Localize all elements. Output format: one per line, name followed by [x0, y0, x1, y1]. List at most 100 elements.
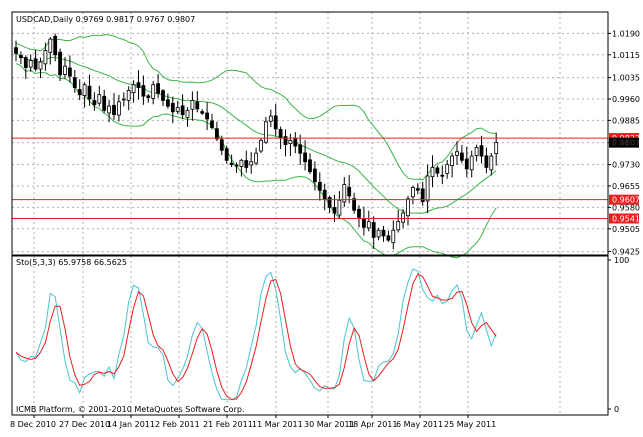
- candle: [268, 109, 273, 127]
- candle-body: [58, 51, 62, 76]
- stochastic-main-line: [15, 268, 497, 401]
- candle-body: [445, 164, 450, 174]
- candle-body: [391, 229, 396, 244]
- candle: [72, 70, 77, 93]
- candle-body: [406, 198, 410, 217]
- candle-body: [244, 160, 249, 168]
- candle: [117, 94, 121, 122]
- y-tick-label: 0.9425: [612, 248, 640, 257]
- candle: [136, 70, 141, 100]
- candle-body: [440, 174, 445, 177]
- candle-body: [195, 101, 200, 110]
- x-tick-label: 30 Mar 2011: [304, 420, 355, 429]
- candle-body: [87, 85, 92, 100]
- candle: [131, 80, 136, 103]
- candle-body: [239, 159, 244, 167]
- candle-body: [219, 139, 224, 151]
- candle-body: [347, 186, 352, 197]
- candle: [381, 225, 386, 242]
- candle: [195, 91, 200, 113]
- stochastic-signal-line: [15, 273, 497, 401]
- candle: [455, 141, 459, 165]
- candle-body: [117, 101, 121, 116]
- main-y-axis: 1.0190 1.0115 1.0035 0.9960 0.9885 0.9807 0.97…: [608, 29, 640, 257]
- candle-body: [464, 158, 469, 170]
- candle-body: [371, 222, 376, 238]
- candle-body: [165, 99, 170, 107]
- candle: [68, 55, 72, 83]
- candle-body: [259, 139, 263, 152]
- candle-body: [121, 98, 126, 101]
- candle-body: [126, 90, 131, 101]
- stochastic-panel-frame: [11, 255, 609, 416]
- candle: [440, 165, 445, 185]
- candle-body: [332, 207, 337, 214]
- candle-body: [170, 102, 175, 113]
- candle-body: [68, 67, 72, 77]
- candle: [97, 85, 102, 107]
- candle-body: [298, 144, 303, 154]
- candle: [200, 109, 205, 115]
- candle: [283, 129, 288, 157]
- price-line-label-bg: [609, 194, 639, 205]
- x-tick-label: 11 Mar 2011: [252, 420, 303, 429]
- candle-body: [293, 137, 298, 147]
- candle: [180, 94, 185, 120]
- candle-body: [112, 104, 116, 116]
- candle-body: [386, 235, 391, 241]
- candle: [58, 48, 62, 81]
- candle: [303, 140, 308, 171]
- candle: [185, 107, 190, 127]
- candle-body: [455, 151, 459, 156]
- current-price-bg: [609, 137, 639, 148]
- x-tick-label: 18 Apr 2011: [348, 420, 397, 429]
- x-tick-label: 8 Dec 2010: [10, 420, 56, 429]
- candle-body: [254, 152, 259, 164]
- candle: [229, 154, 234, 167]
- candle: [23, 55, 28, 80]
- candle-body: [224, 148, 229, 161]
- x-tick-label: 14 Jan 2011: [107, 420, 155, 429]
- candle-body: [214, 128, 219, 140]
- stochastic-lines: [15, 268, 497, 401]
- candle-body: [396, 221, 401, 231]
- candle: [33, 49, 38, 72]
- y-tick-label: 0.9807: [612, 139, 640, 148]
- candle-body: [361, 218, 366, 228]
- y-tick-label: 1.0035: [612, 74, 640, 83]
- candle-body: [450, 155, 455, 167]
- candle-body: [415, 188, 420, 191]
- candle: [14, 40, 18, 62]
- candle: [357, 205, 361, 228]
- candle-body: [430, 167, 435, 178]
- candle: [161, 89, 165, 106]
- candle-body: [410, 187, 415, 198]
- candle-body: [14, 47, 18, 54]
- candle-body: [43, 50, 48, 65]
- x-tick-label: 27 Dec 2010: [59, 420, 110, 429]
- candle: [298, 134, 303, 166]
- copyright-text: ICMB Platform, © 2001-2010 MetaQuotes So…: [16, 405, 245, 414]
- candle: [322, 183, 327, 211]
- candle: [484, 147, 489, 174]
- candle: [312, 161, 317, 191]
- candle: [254, 147, 259, 166]
- main-chart-title: USDCAD,Daily 0.9769 0.9817 0.9767 0.9807: [16, 15, 195, 24]
- bollinger-upper: [15, 34, 497, 181]
- candle-body: [494, 142, 499, 155]
- candlesticks: [14, 33, 499, 250]
- candle-body: [38, 61, 43, 70]
- candle: [82, 82, 87, 108]
- candle: [43, 42, 48, 71]
- candle: [415, 183, 420, 195]
- candle-body: [48, 38, 53, 53]
- price-line-label: 0.9541: [612, 214, 640, 223]
- candle-body: [435, 167, 440, 174]
- candle-body: [420, 188, 425, 203]
- candle-body: [131, 84, 136, 93]
- y-tick-label: 0.9960: [612, 95, 640, 104]
- stochastic-y-tick-label: 100: [614, 256, 629, 265]
